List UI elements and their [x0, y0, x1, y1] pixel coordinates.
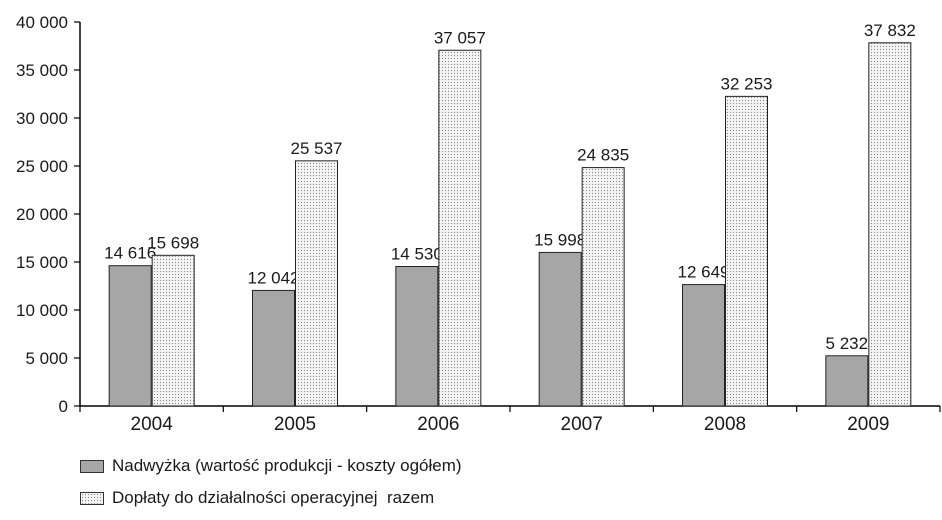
bar-doplaty: [151, 254, 195, 407]
bar-nadwyzka: [252, 289, 295, 407]
legend-item-nadwyzka: Nadwyżka (wartość produkcji - koszty ogó…: [80, 456, 462, 476]
bar-nadwyzka: [538, 251, 582, 407]
bar-value-label: 5 232: [826, 334, 869, 353]
bar-value-label: 12 649: [678, 263, 730, 282]
legend-label-nadwyzka: Nadwyżka (wartość produkcji - koszty ogó…: [112, 456, 462, 475]
x-tick-label: 2008: [704, 414, 746, 435]
x-tick-label: 2004: [131, 414, 174, 435]
x-tick-label: 2007: [561, 414, 603, 435]
bar-doplaty: [438, 49, 482, 407]
y-tick-label: 20 000: [16, 205, 68, 224]
bar-doplaty: [581, 167, 625, 407]
legend: Nadwyżka (wartość produkcji - koszty ogó…: [80, 456, 462, 520]
legend-label-doplaty: Dopłaty do działalności operacyjnej raze…: [112, 488, 435, 507]
bar-value-label: 15 698: [147, 233, 199, 252]
legend-item-doplaty: Dopłaty do działalności operacyjnej raze…: [80, 488, 462, 508]
x-tick-label: 2006: [417, 414, 459, 435]
bar-value-label: 37 057: [434, 28, 486, 47]
bar-chart: 0 5 000 10 000 15 000 20 000 25 000 30 000 35 0…: [16, 13, 941, 435]
legend-swatch-gray: [80, 459, 104, 473]
bar-nadwyzka: [825, 355, 869, 407]
y-tick-label: 30 000: [16, 109, 68, 128]
y-tick-label: 15 000: [16, 253, 68, 272]
bar-value-label: 15 998: [534, 230, 586, 249]
x-axis: 2004 2005 2006 2007 2008 2009: [79, 405, 941, 435]
bar-nadwyzka: [395, 266, 439, 407]
bar-doplaty: [868, 42, 912, 407]
x-tick-label: 2005: [274, 414, 316, 435]
bar-value-label: 12 042: [248, 268, 300, 287]
y-tick-label: 10 000: [16, 301, 68, 320]
y-tick-label: 25 000: [16, 157, 68, 176]
y-axis: 0 5 000 10 000 15 000 20 000 25 000 30 000 35 0…: [16, 13, 81, 416]
bar-value-label: 32 253: [721, 74, 773, 93]
y-tick-label: 35 000: [16, 61, 68, 80]
y-tick-label: 0: [59, 397, 68, 416]
y-tick-label: 5 000: [25, 349, 68, 368]
x-tick-label: 2009: [847, 414, 889, 435]
bar-nadwyzka: [108, 265, 152, 407]
bar-value-label: 37 832: [864, 21, 916, 40]
bar-value-label: 14 530: [391, 245, 443, 264]
y-tick-label: 40 000: [16, 13, 68, 32]
bar-value-label: 24 835: [577, 146, 629, 165]
legend-swatch-dotted: [80, 491, 104, 505]
bar-value-label: 14 616: [104, 244, 156, 263]
bar-value-label: 25 537: [291, 139, 343, 158]
bar-doplaty: [725, 95, 768, 407]
bar-nadwyzka: [682, 284, 725, 407]
bar-doplaty: [295, 160, 338, 407]
